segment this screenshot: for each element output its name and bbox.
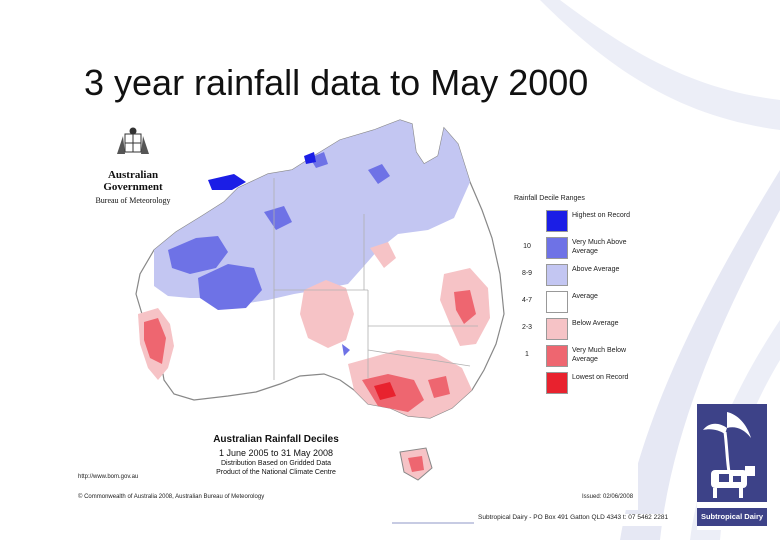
legend-item: 10 Very Much Above Average <box>508 237 636 259</box>
very-much-below-region <box>428 376 450 398</box>
legend-label: Lowest on Record <box>572 374 629 381</box>
subtropical-dairy-logo: Subtropical Dairy <box>697 404 767 530</box>
legend-swatch <box>546 237 568 259</box>
footer-bar <box>474 514 692 526</box>
map-copyright: © Commonwealth of Australia 2008, Austra… <box>78 494 265 500</box>
very-much-below-region <box>408 456 424 472</box>
very-much-above-region <box>198 264 262 310</box>
highest-on-record-region <box>208 174 246 190</box>
australia-rainfall-map <box>135 119 505 481</box>
legend-label: Very Much Below Average <box>572 347 627 363</box>
government-name: Australian Government <box>103 169 163 193</box>
very-much-above-region <box>310 152 328 168</box>
legend-range: 1 <box>525 351 529 358</box>
legend-label: Very Much Above Average <box>572 239 627 255</box>
caption-product: Product of the National Climate Centre <box>216 469 336 476</box>
legend-item: Highest on Record <box>508 210 636 232</box>
bureau-name: Bureau of Meteorology <box>95 196 171 205</box>
lowest-on-record-region <box>374 382 396 400</box>
very-much-above-region <box>168 236 228 274</box>
legend-item: Lowest on Record <box>508 372 636 394</box>
slide-title: 3 year rainfall data to May 2000 <box>84 62 589 103</box>
caption-title: Australian Rainfall Deciles <box>213 434 339 445</box>
footer-contact: Subtropical Dairy - PO Box 491 Gatton QL… <box>478 514 669 521</box>
below-average-region <box>370 242 396 268</box>
legend-label: Above Average <box>572 266 620 273</box>
caption-distribution: Distribution Based on Gridded Data <box>220 460 332 467</box>
legend-title: Rainfall Decile Ranges <box>514 195 585 202</box>
legend-range: 8-9 <box>521 270 533 277</box>
legend-item: 8-9 Above Average <box>508 264 636 286</box>
legend-swatch <box>546 372 568 394</box>
legend-label: Below Average <box>572 320 619 327</box>
legend-swatch <box>546 291 568 313</box>
legend-label: Highest on Record <box>572 212 630 219</box>
very-much-above-region <box>368 164 390 184</box>
very-much-above-region <box>264 206 292 230</box>
legend-item: 1 Very Much Below Average <box>508 345 636 367</box>
above-average-region <box>154 120 470 304</box>
logo-art <box>697 404 767 502</box>
map-caption: Australian Rainfall Deciles 1 June 2005 … <box>206 434 346 476</box>
state-borders <box>273 178 478 380</box>
highest-on-record-region <box>304 152 316 164</box>
palm-cow-icon <box>703 412 755 498</box>
legend-item: 4-7 Average <box>508 291 636 313</box>
very-much-above-region <box>342 344 350 356</box>
legend-swatch <box>546 264 568 286</box>
very-much-below-region <box>454 290 476 324</box>
legend-label: Average <box>572 293 598 300</box>
rainfall-map-panel: Australian Government Bureau of Meteorol… <box>78 118 638 510</box>
logo-wordmark: Subtropical Dairy <box>697 508 767 526</box>
caption-dates: 1 June 2005 to 31 May 2008 <box>218 448 334 458</box>
coat-of-arms-icon <box>117 127 149 154</box>
legend-range: 4-7 <box>521 297 533 304</box>
map-issued-date: Issued: 02/06/2008 <box>582 494 634 500</box>
legend-range: 2-3 <box>521 324 533 331</box>
legend-range: 10 <box>523 243 531 250</box>
very-much-below-region <box>144 318 166 364</box>
legend-swatch <box>546 345 568 367</box>
legend-item: 2-3 Below Average <box>508 318 636 340</box>
below-average-region <box>300 280 354 348</box>
government-crest-block: Australian Government Bureau of Meteorol… <box>78 126 188 205</box>
legend-swatch <box>546 318 568 340</box>
map-url: http://www.bom.gov.au <box>78 474 139 480</box>
legend-swatch <box>546 210 568 232</box>
